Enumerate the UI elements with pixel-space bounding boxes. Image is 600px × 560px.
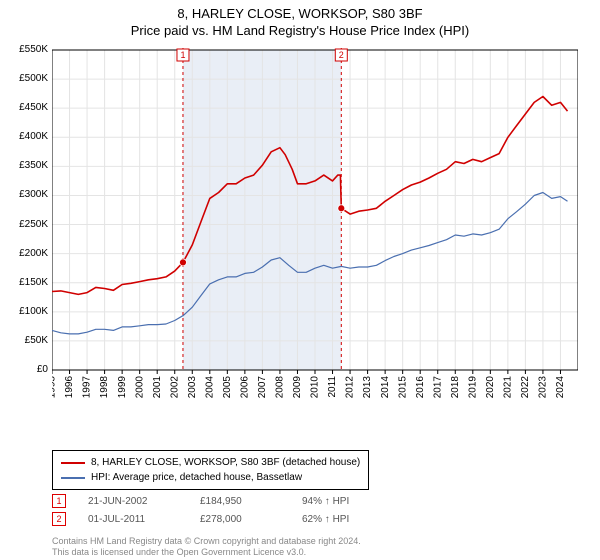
event-date: 01-JUL-2011	[88, 514, 178, 525]
svg-text:2000: 2000	[134, 376, 145, 399]
svg-text:1998: 1998	[99, 376, 110, 399]
svg-text:2014: 2014	[380, 376, 391, 399]
y-tick-label: £300K	[0, 189, 48, 200]
chart-title-address: 8, HARLEY CLOSE, WORKSOP, S80 3BF	[0, 6, 600, 23]
svg-text:2016: 2016	[415, 376, 426, 399]
event-price: £278,000	[200, 514, 280, 525]
svg-text:2020: 2020	[485, 376, 496, 399]
price-chart: 1995 1996 1997 1998 1999 2000 2001 2002 2003 2004…	[52, 48, 578, 404]
legend-label: HPI: Average price, detached house, Bass…	[91, 470, 302, 485]
svg-text:2010: 2010	[310, 376, 321, 399]
footer-line: Contains HM Land Registry data © Crown c…	[52, 536, 361, 547]
legend-swatch	[61, 462, 85, 464]
svg-text:2013: 2013	[362, 376, 373, 399]
y-tick-label: £450K	[0, 102, 48, 113]
svg-text:2018: 2018	[450, 376, 461, 399]
y-tick-label: £0	[0, 364, 48, 375]
svg-text:2006: 2006	[240, 376, 251, 399]
svg-text:2008: 2008	[275, 376, 286, 399]
svg-text:2: 2	[339, 50, 344, 60]
y-tick-label: £100K	[0, 306, 48, 317]
svg-text:2002: 2002	[169, 376, 180, 399]
title-block: 8, HARLEY CLOSE, WORKSOP, S80 3BF Price …	[0, 0, 600, 40]
svg-text:2021: 2021	[503, 376, 514, 399]
chart-container: 8, HARLEY CLOSE, WORKSOP, S80 3BF Price …	[0, 0, 600, 560]
svg-text:2009: 2009	[292, 376, 303, 399]
event-date: 21-JUN-2002	[88, 496, 178, 507]
svg-text:2017: 2017	[432, 376, 443, 399]
event-badge: 2	[52, 512, 66, 526]
footer: Contains HM Land Registry data © Crown c…	[52, 536, 361, 558]
y-tick-label: £400K	[0, 131, 48, 142]
event-list: 1 21-JUN-2002 £184,950 94% ↑ HPI 2 01-JU…	[52, 494, 349, 530]
legend-label: 8, HARLEY CLOSE, WORKSOP, S80 3BF (detac…	[91, 455, 360, 470]
svg-text:2019: 2019	[467, 376, 478, 399]
event-badge: 1	[52, 494, 66, 508]
chart-title-sub: Price paid vs. HM Land Registry's House …	[0, 23, 600, 40]
event-pct: 94% ↑ HPI	[302, 496, 349, 507]
svg-text:2023: 2023	[538, 376, 549, 399]
y-tick-label: £50K	[0, 335, 48, 346]
y-tick-label: £200K	[0, 248, 48, 259]
y-tick-label: £350K	[0, 160, 48, 171]
y-tick-label: £150K	[0, 277, 48, 288]
svg-text:2007: 2007	[257, 376, 268, 399]
event-row: 1 21-JUN-2002 £184,950 94% ↑ HPI	[52, 494, 349, 508]
legend: 8, HARLEY CLOSE, WORKSOP, S80 3BF (detac…	[52, 450, 369, 490]
svg-text:2022: 2022	[520, 376, 531, 399]
svg-text:1995: 1995	[52, 376, 58, 399]
svg-text:1996: 1996	[64, 376, 75, 399]
legend-row: HPI: Average price, detached house, Bass…	[61, 470, 360, 485]
svg-text:2005: 2005	[222, 376, 233, 399]
y-tick-label: £500K	[0, 73, 48, 84]
legend-swatch	[61, 477, 85, 479]
footer-line: This data is licensed under the Open Gov…	[52, 547, 361, 558]
svg-text:2012: 2012	[345, 376, 356, 399]
y-tick-label: £550K	[0, 44, 48, 55]
svg-text:2024: 2024	[555, 376, 566, 399]
svg-text:2003: 2003	[187, 376, 198, 399]
event-pct: 62% ↑ HPI	[302, 514, 349, 525]
svg-text:2004: 2004	[204, 376, 215, 399]
event-price: £184,950	[200, 496, 280, 507]
svg-text:1: 1	[180, 50, 185, 60]
y-tick-label: £250K	[0, 219, 48, 230]
svg-text:2001: 2001	[152, 376, 163, 399]
event-row: 2 01-JUL-2011 £278,000 62% ↑ HPI	[52, 512, 349, 526]
svg-text:2011: 2011	[327, 376, 338, 398]
svg-text:1997: 1997	[82, 376, 93, 399]
svg-text:2015: 2015	[397, 376, 408, 399]
legend-row: 8, HARLEY CLOSE, WORKSOP, S80 3BF (detac…	[61, 455, 360, 470]
svg-text:1999: 1999	[117, 376, 128, 399]
